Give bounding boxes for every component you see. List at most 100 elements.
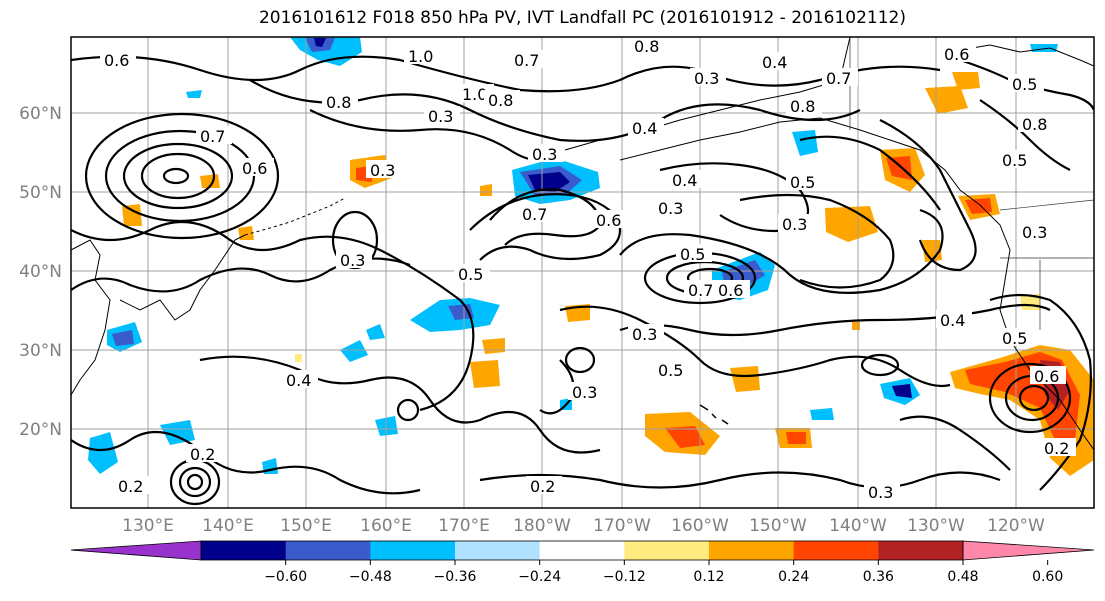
shading-patch	[792, 130, 818, 156]
colorbar-tick-label: −0.48	[349, 569, 392, 585]
contour-label: 0.7	[514, 51, 539, 70]
shading-patch	[88, 432, 118, 474]
contour-line	[122, 142, 234, 210]
contour-line	[879, 119, 977, 272]
shading-patch	[340, 340, 368, 362]
lat-label: 20°N	[19, 420, 62, 440]
contour-line	[71, 220, 475, 412]
contour-label: 0.6	[944, 45, 969, 64]
contour-line	[1018, 384, 1050, 412]
contour-label: 0.8	[488, 91, 513, 110]
colorbar-segment	[539, 541, 625, 560]
contour-label: 0.8	[790, 97, 815, 116]
colorbar-segment	[285, 541, 371, 560]
contour-line	[860, 353, 900, 377]
contour-label: 0.3	[532, 145, 557, 164]
shading-patch	[852, 322, 860, 330]
contour-label: 0.5	[1002, 329, 1027, 348]
contour-label: 0.4	[286, 371, 311, 390]
contour-line	[989, 293, 1092, 491]
contour-label: 0.6	[718, 281, 743, 300]
contour-label: 0.4	[672, 171, 697, 190]
colorbar-tick-label: 0.60	[1032, 569, 1063, 585]
colorbar-segment	[370, 541, 456, 560]
lat-label: 50°N	[19, 183, 62, 203]
shading-patch	[160, 420, 195, 445]
japan-korea-coastline	[119, 234, 246, 321]
lat-label: 60°N	[19, 104, 62, 124]
plot-area: 0.6 1.0 0.8 0.7 0.4 0.7 0.5 0.3 0.8 1.0 …	[71, 37, 1094, 508]
contour-label: 0.4	[762, 53, 787, 72]
contour-line	[739, 193, 895, 289]
lon-label: 150°W	[749, 516, 807, 536]
contour-label: 0.4	[632, 119, 657, 138]
shading-patch	[480, 184, 492, 196]
contour-line	[559, 305, 951, 388]
contour-line	[396, 398, 420, 422]
contour-line	[199, 355, 601, 454]
contour-label: 0.7	[522, 205, 547, 224]
contour-line	[162, 167, 190, 185]
asia-coastline	[71, 239, 111, 396]
contour-label: 1.0	[408, 47, 433, 66]
contour-label: 0.6	[104, 51, 129, 70]
shading-patch	[952, 72, 980, 90]
contour-line	[619, 303, 1051, 337]
contour-label: 0.5	[1012, 75, 1037, 94]
shading-patch	[892, 384, 912, 398]
contour-label: 0.3	[370, 161, 395, 180]
contour-line	[71, 55, 941, 93]
contour-label: 0.2	[118, 477, 143, 496]
contour-label: 0.4	[940, 311, 965, 330]
colorbar-segment	[878, 541, 964, 560]
shading-patch	[314, 38, 326, 47]
lon-label: 140°E	[202, 516, 254, 536]
lon-label: 170°W	[593, 516, 651, 536]
shading-patch	[122, 204, 142, 226]
shading-patch	[295, 354, 302, 362]
contour-line	[469, 193, 622, 261]
longitude-labels: 130°E 140°E 150°E 160°E 170°E 180°W 170°…	[122, 516, 1045, 536]
contour-label: 0.5	[680, 245, 705, 264]
lon-label: 180°W	[513, 516, 571, 536]
colorbar-segment	[963, 541, 1094, 560]
contour-label: 0.5	[458, 265, 483, 284]
colorbar-segment	[624, 541, 710, 560]
contour-label: 0.6	[596, 211, 621, 230]
hawaii-islands	[699, 404, 729, 425]
contour-label: 1.0	[462, 85, 487, 104]
contour-label: 0.7	[826, 69, 851, 88]
contour-label: 0.3	[340, 251, 365, 270]
shading-patch	[665, 426, 705, 448]
arctic-coastline	[959, 44, 1094, 67]
contour-label: 0.8	[634, 37, 659, 56]
shading-patch	[470, 360, 500, 388]
lon-label: 140°W	[829, 516, 887, 536]
contour-line	[564, 346, 596, 374]
contour-line	[71, 430, 421, 495]
shading-patch	[112, 330, 134, 346]
contour-label: 0.3	[868, 483, 893, 502]
shading-patch	[366, 324, 385, 340]
north-america-coastline	[619, 117, 1094, 451]
colorbar-segment	[201, 541, 287, 560]
contour-label: 0.3	[782, 215, 807, 234]
contour-label: 0.6	[242, 159, 267, 178]
contour-label: 0.5	[790, 173, 815, 192]
colorbar-outline-right	[962, 540, 1095, 561]
contour-label: 0.8	[1022, 115, 1047, 134]
contour-label: 0.3	[1022, 223, 1047, 242]
colorbar-segment	[455, 541, 541, 560]
shading-patch	[786, 432, 806, 444]
contour-line	[619, 208, 944, 294]
colorbar-segment	[793, 541, 879, 560]
lat-label: 30°N	[19, 341, 62, 361]
contour-line	[186, 473, 204, 491]
colorbar-tick-label: −0.60	[264, 569, 307, 585]
contour-line	[479, 471, 1001, 489]
lon-label: 130°E	[122, 516, 174, 536]
contour-line	[899, 415, 1011, 471]
contour-label: 0.2	[530, 477, 555, 496]
contour-label: 0.3	[572, 383, 597, 402]
